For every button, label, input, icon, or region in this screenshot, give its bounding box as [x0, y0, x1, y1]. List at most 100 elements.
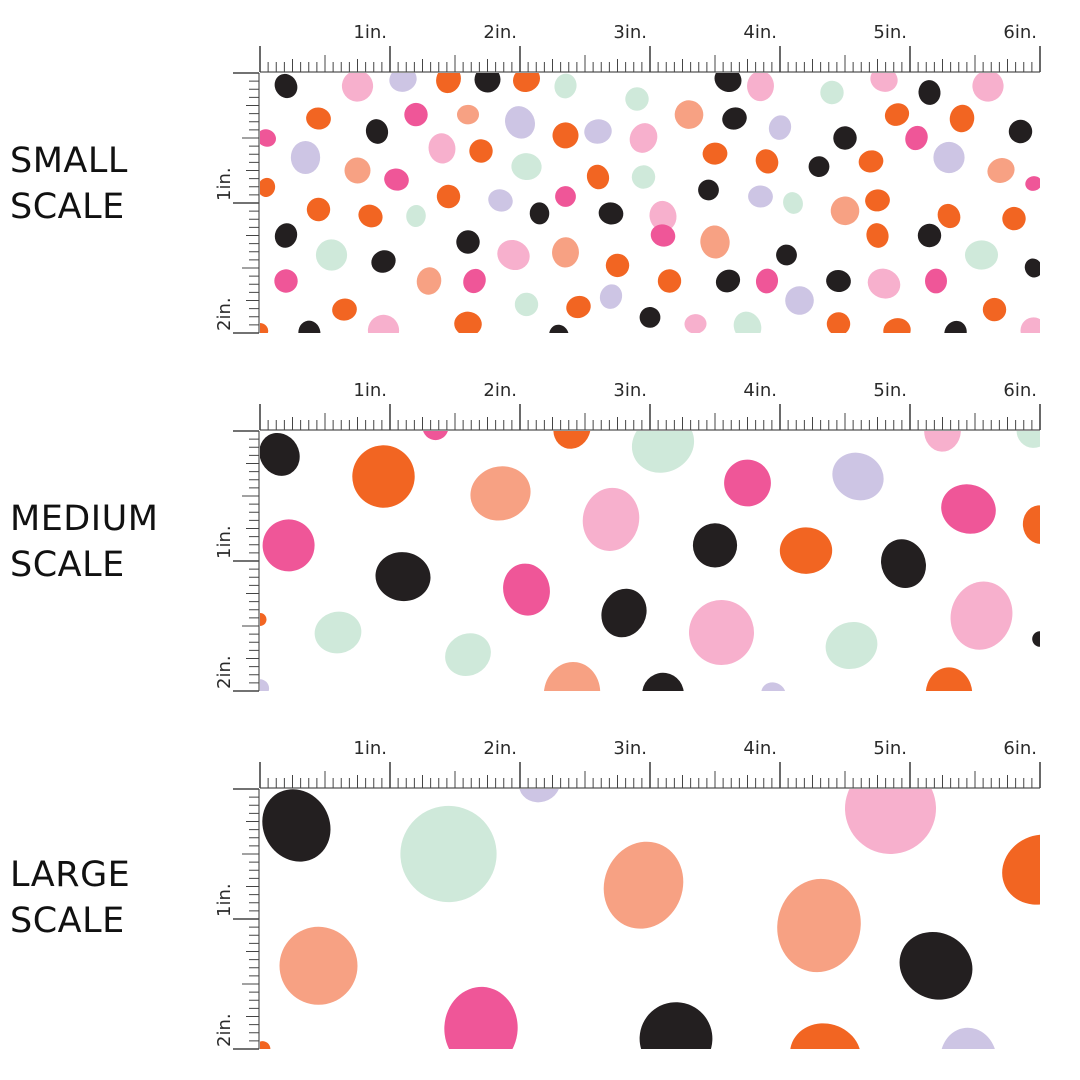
polka-dot [344, 157, 371, 184]
scale-label-line-2: SCALE [10, 187, 125, 227]
polka-dot [674, 100, 704, 129]
polka-dot [436, 73, 461, 94]
polka-dot [601, 588, 647, 638]
polka-dot [416, 267, 442, 295]
polka-dot [529, 202, 550, 225]
polka-dot [722, 107, 747, 130]
fabric-swatch [260, 73, 1040, 333]
polka-dot [1032, 631, 1040, 647]
polka-dot [785, 286, 814, 315]
polka-dot [422, 431, 449, 441]
polka-dot [715, 269, 741, 293]
horizontal-ruler: 1in. 2in. 3in. 4in. 5in. 6in. [259, 738, 1041, 789]
polka-dot [950, 581, 1013, 650]
polka-dot [262, 789, 331, 862]
polka-dot [755, 268, 779, 294]
polka-dot [833, 126, 857, 150]
polka-dot [404, 102, 428, 127]
polka-dot [905, 125, 928, 151]
polka-dot [702, 142, 728, 165]
polka-dot [982, 297, 1007, 322]
polka-dot [474, 73, 501, 93]
polka-dot [881, 539, 926, 588]
polka-dot [605, 253, 630, 278]
polka-dot [639, 1002, 713, 1049]
polka-dot [650, 224, 676, 247]
polka-dot [832, 452, 884, 501]
polka-dot [428, 133, 456, 164]
polka-dot [315, 239, 348, 271]
polka-dot [940, 1027, 997, 1049]
polka-dot [867, 268, 901, 299]
polka-dot [1002, 834, 1040, 905]
polka-dot [274, 73, 298, 99]
ruler-x-label: 4in. [743, 380, 777, 401]
ruler-y-label: 1in. [214, 883, 235, 917]
ruler-x-label: 1in. [353, 738, 387, 759]
polka-dot [514, 292, 539, 317]
polka-dot [918, 80, 941, 105]
polka-dot [341, 73, 374, 102]
polka-dot [933, 141, 965, 174]
vertical-ruler: 1in. 2in. [214, 72, 260, 334]
horizontal-ruler: 1in. 2in. 3in. 4in. 5in. 6in. [259, 22, 1041, 73]
polka-dot [444, 986, 518, 1049]
polka-dot [598, 202, 624, 225]
polka-dot [972, 73, 1004, 102]
polka-dot [866, 223, 889, 248]
polka-dot [777, 878, 861, 973]
polka-dot-pattern [260, 789, 1040, 1049]
polka-dot [497, 239, 530, 271]
polka-dot [512, 73, 541, 93]
ruler-x-label: 3in. [613, 380, 647, 401]
polka-dot [463, 268, 486, 294]
polka-dot [944, 320, 967, 333]
horizontal-ruler: 1in. 2in. 3in. 4in. 5in. 6in. [259, 380, 1041, 431]
polka-dot [470, 466, 531, 521]
ruler-x-label: 6in. [1003, 738, 1037, 759]
polka-dot [332, 298, 357, 321]
polka-dot [389, 73, 417, 92]
scale-label-line-2: SCALE [10, 901, 125, 941]
ruler-y-label: 2in. [214, 297, 235, 331]
polka-dot [406, 204, 426, 228]
polka-dot [552, 237, 579, 268]
polka-dot [505, 106, 535, 139]
polka-dot [949, 104, 975, 133]
polka-dot [306, 197, 331, 222]
polka-dot [845, 789, 936, 854]
polka-dot [858, 150, 884, 173]
polka-dot [260, 323, 269, 333]
polka-dot [584, 119, 612, 144]
scale-label-line-1: MEDIUM [10, 499, 159, 539]
polka-dot [260, 129, 276, 147]
polka-dot [700, 225, 730, 259]
fabric-swatch-ruler: 1in. 2in. 3in. 4in. 5in. 6in. 1in. 2in. [214, 738, 1041, 1050]
polka-dot [631, 431, 695, 473]
polka-dot [689, 600, 754, 665]
medium-scale-row: MEDIUM SCALE 1in. 2in. 3in. 4in. 5in. 6in. 1in… [0, 358, 1080, 713]
fabric-swatch-ruler: 1in. 2in. 3in. 4in. 5in. 6in. 1in. 2in. [214, 380, 1041, 692]
polka-dot [924, 431, 961, 452]
scale-label: SMALL SCALE [10, 138, 128, 230]
polka-dot [790, 1023, 861, 1049]
polka-dot [518, 789, 561, 803]
polka-dot [1022, 505, 1040, 544]
polka-dot [582, 487, 640, 551]
polka-dot [554, 73, 577, 99]
ruler-x-label: 2in. [483, 738, 517, 759]
ruler-x-label: 1in. [353, 22, 387, 43]
polka-dot [511, 153, 542, 181]
polka-dot [314, 611, 362, 654]
ruler-x-label: 6in. [1003, 380, 1037, 401]
scale-label: MEDIUM SCALE [10, 496, 158, 588]
polka-dot [599, 284, 623, 309]
polka-dot [755, 149, 779, 174]
polka-dot [274, 223, 298, 248]
polka-dot-pattern [260, 73, 1040, 333]
polka-dot [549, 324, 569, 333]
polka-dot [625, 87, 649, 111]
ruler-x-label: 4in. [743, 738, 777, 759]
polka-dot [684, 314, 707, 333]
small-scale-row: SMALL SCALE 1in. 2in. 3in. 4in. 5in. 6in. 1in.… [0, 0, 1080, 355]
